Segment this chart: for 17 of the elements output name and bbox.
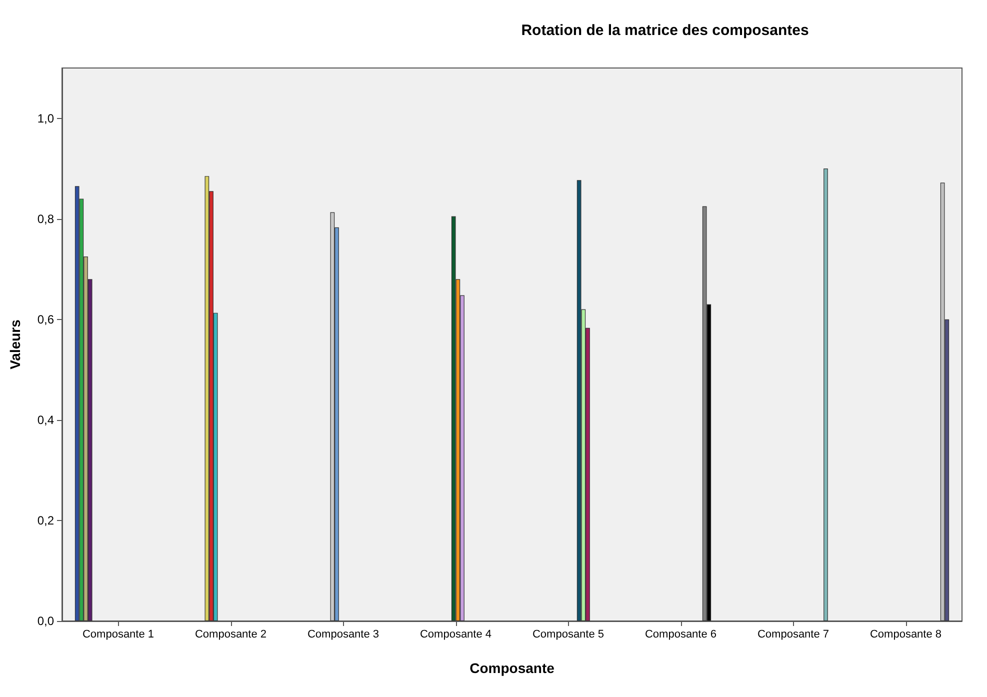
y-tick-label: 1,0 (37, 111, 54, 126)
x-tick-label: Composante 7 (757, 628, 830, 640)
x-tick-label: Composante 3 (307, 628, 380, 640)
x-tick-label: Composante 4 (420, 628, 492, 640)
x-tick-label: Composante 2 (194, 628, 267, 640)
y-axis-title: Valeurs (7, 319, 23, 370)
x-tick-label: Composante 8 (870, 628, 942, 640)
x-tick-label: Composante 6 (644, 628, 717, 640)
y-tick-label: 0,0 (37, 614, 54, 628)
y-tick-label: 0,2 (37, 513, 54, 528)
x-axis-title: Composante (470, 660, 555, 676)
y-tick-label: 0,8 (37, 212, 54, 226)
x-tick-label: Composante 1 (82, 628, 154, 640)
y-tick-label: 0,4 (37, 412, 54, 427)
y-tick-label: 0,6 (37, 312, 54, 326)
x-tick-label: Composante 5 (532, 628, 604, 640)
chart-title: Rotation de la matrice des composantes (521, 22, 809, 39)
